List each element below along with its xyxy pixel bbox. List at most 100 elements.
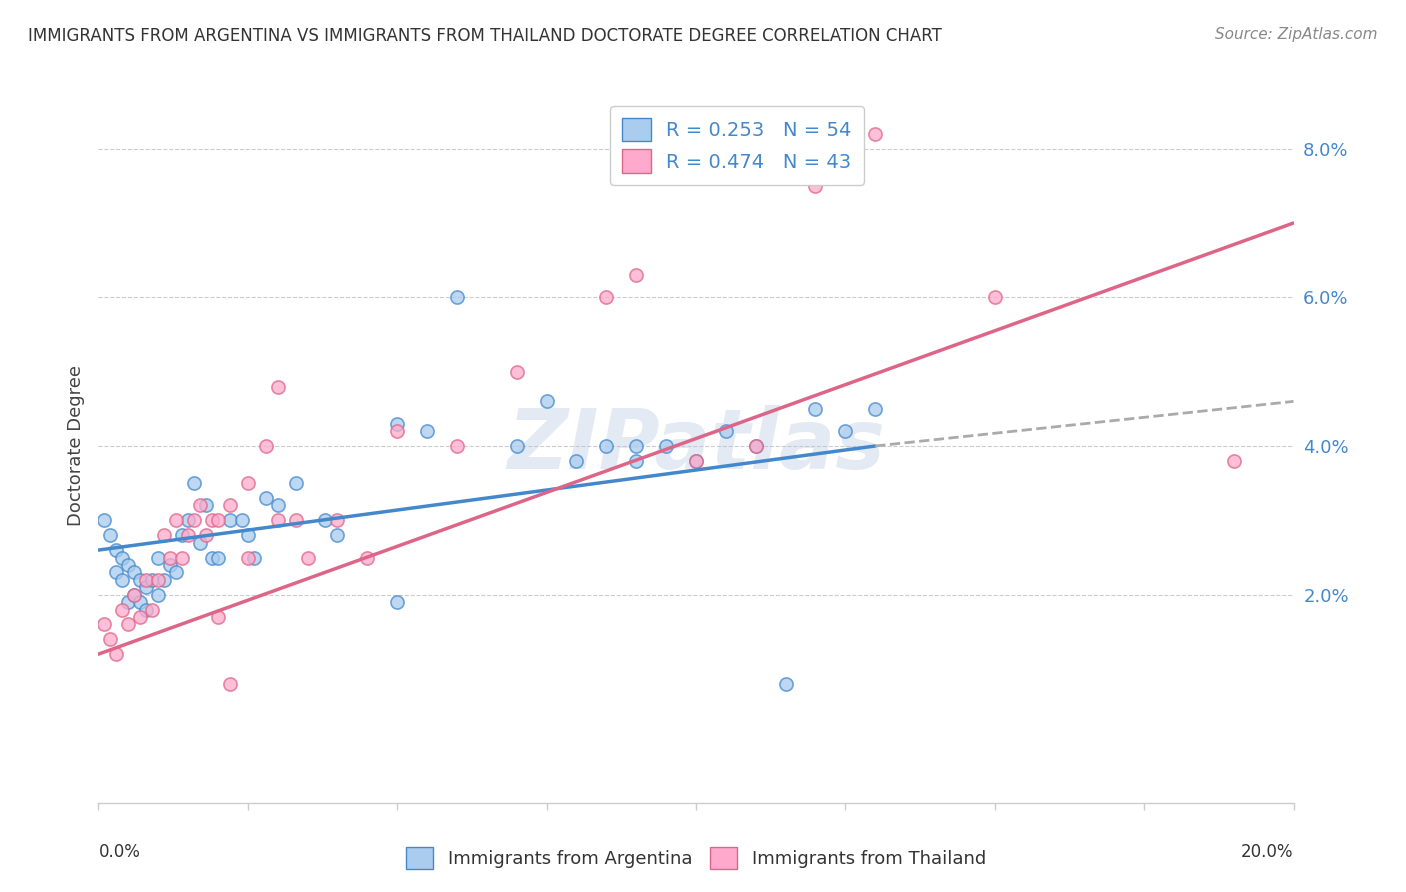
Point [565,454,588,468]
Legend: Immigrants from Argentina, Immigrants from Thailand: Immigrants from Argentina, Immigrants fr… [399,839,993,876]
Point [117,558,139,572]
Point [124,588,146,602]
Point [177,513,200,527]
Point [105,566,128,580]
Point [111,602,134,616]
Point [201,513,224,527]
Point [159,558,181,572]
Point [236,476,259,491]
Point [207,610,229,624]
Text: ZIPatlas: ZIPatlas [508,406,884,486]
Point [188,499,211,513]
Point [714,424,737,438]
Point [172,528,194,542]
Point [297,550,319,565]
Point [254,491,277,505]
Point [655,439,678,453]
Point [124,566,146,580]
Point [595,290,617,304]
Text: 20.0%: 20.0% [1241,843,1294,861]
Point [236,550,259,565]
Point [111,573,134,587]
Point [326,528,349,542]
Point [188,535,211,549]
Point [129,573,152,587]
Point [356,550,378,565]
Point [148,573,170,587]
Point [243,550,266,565]
Point [804,178,827,193]
Point [148,588,170,602]
Point [219,513,242,527]
Point [93,617,115,632]
Point [98,632,122,647]
Point [117,617,139,632]
Point [804,401,827,416]
Point [98,528,122,542]
Point [416,424,439,438]
Point [745,439,768,453]
Point [195,528,218,542]
Point [834,424,856,438]
Point [93,513,115,527]
Point [135,602,157,616]
Point [626,454,648,468]
Point [135,573,157,587]
Point [1223,454,1246,468]
Point [385,417,409,431]
Point [177,528,200,542]
Point [267,379,290,393]
Point [148,550,170,565]
Point [446,439,468,453]
Y-axis label: Doctorate Degree: Doctorate Degree [66,366,84,526]
Point [385,424,409,438]
Point [105,647,128,661]
Point [267,499,290,513]
Point [172,550,194,565]
Point [685,454,707,468]
Point [315,513,337,527]
Point [685,454,707,468]
Point [595,439,617,453]
Point [201,550,224,565]
Point [284,476,307,491]
Point [159,550,181,565]
Point [745,439,768,453]
Point [165,566,187,580]
Point [536,394,558,409]
Point [231,513,253,527]
Point [195,499,218,513]
Point [267,513,290,527]
Point [207,513,229,527]
Point [141,602,163,616]
Text: Source: ZipAtlas.com: Source: ZipAtlas.com [1215,27,1378,42]
Point [254,439,277,453]
Point [385,595,409,609]
Point [207,550,229,565]
Point [117,595,139,609]
Point [219,677,242,691]
Point [129,610,152,624]
Point [984,290,1007,304]
Text: IMMIGRANTS FROM ARGENTINA VS IMMIGRANTS FROM THAILAND DOCTORATE DEGREE CORRELATI: IMMIGRANTS FROM ARGENTINA VS IMMIGRANTS … [28,27,942,45]
Point [236,528,259,542]
Point [506,439,529,453]
Point [124,588,146,602]
Point [626,439,648,453]
Point [775,677,797,691]
Point [111,550,134,565]
Point [141,573,163,587]
Point [153,528,176,542]
Point [626,268,648,282]
Point [284,513,307,527]
Point [183,513,205,527]
Text: 0.0%: 0.0% [98,843,141,861]
Point [153,573,176,587]
Point [105,543,128,558]
Point [326,513,349,527]
Point [129,595,152,609]
Point [865,127,887,141]
Point [183,476,205,491]
Point [219,499,242,513]
Point [165,513,187,527]
